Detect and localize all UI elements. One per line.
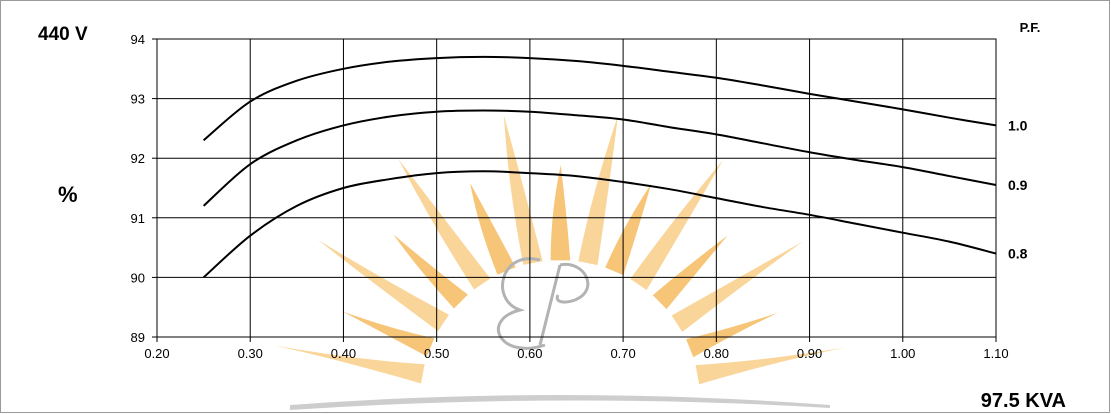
sun-ray-shape xyxy=(393,234,468,309)
y-axis-label: % xyxy=(58,182,78,207)
x-axis-ticks: 0.20 0.30 0.40 0.50 0.60 0.70 0.80 0.90 1.00 1.10 xyxy=(144,346,1008,361)
plot-area xyxy=(156,38,997,338)
legend-title: P.F. xyxy=(1020,20,1041,35)
sun-ray-shape xyxy=(686,312,779,358)
sun-ray-shape xyxy=(652,235,728,310)
sun-ray-shape xyxy=(318,240,449,332)
sun-ray-shape xyxy=(630,160,724,290)
x-tick-label: 0.50 xyxy=(424,346,449,361)
y-tick-label: 93 xyxy=(131,92,145,107)
sun-ray-shape xyxy=(342,311,435,357)
x-tick-label: 0.60 xyxy=(517,346,542,361)
y-tick-label: 89 xyxy=(131,330,145,345)
x-tick-label: 0.80 xyxy=(704,346,729,361)
sun-ray-shape xyxy=(605,183,652,276)
x-tick-label: 0.40 xyxy=(331,346,356,361)
sun-ray-shape xyxy=(578,115,618,266)
grid-lines xyxy=(152,38,997,342)
y-tick-label: 92 xyxy=(131,151,145,166)
y-axis-ticks: 89 90 91 92 93 94 xyxy=(131,32,145,345)
pf-0.9-label: 0.9 xyxy=(1008,177,1028,193)
sun-ray-shape xyxy=(503,115,543,265)
sun-ray-shape xyxy=(695,347,846,385)
x-tick-label: 0.30 xyxy=(238,346,263,361)
x-tick-label: 1.00 xyxy=(890,346,915,361)
pf-0.8-line xyxy=(202,170,997,279)
y-tick-label: 91 xyxy=(131,211,145,226)
x-tick-label: 0.20 xyxy=(144,346,169,361)
series-lines xyxy=(202,55,997,279)
sun-ray-shape xyxy=(470,182,516,275)
swoosh-shape xyxy=(290,395,830,410)
pf-1.0-label: 1.0 xyxy=(1008,117,1028,133)
sun-ray-shape xyxy=(398,159,491,290)
voltage-label: 440 V xyxy=(38,24,88,45)
sun-ray-shape xyxy=(275,345,425,384)
pf-0.9-line xyxy=(202,109,997,207)
pf-labels: 1.0 0.9 0.8 xyxy=(1008,117,1028,261)
x-tick-label: 1.10 xyxy=(983,346,1008,361)
sun-ray-shape xyxy=(671,241,803,332)
sun-logo-watermark xyxy=(275,115,846,410)
sun-ray-shape xyxy=(550,165,571,261)
ep-monogram-shape xyxy=(497,257,590,350)
pf-1.0-line xyxy=(202,55,997,142)
x-axis-label: 97.5 KVA xyxy=(981,390,1066,412)
pf-0.8-label: 0.8 xyxy=(1008,246,1028,262)
y-tick-label: 94 xyxy=(131,32,145,47)
x-tick-label: 0.70 xyxy=(610,346,635,361)
x-tick-label: 0.90 xyxy=(797,346,822,361)
y-tick-label: 90 xyxy=(131,270,145,285)
